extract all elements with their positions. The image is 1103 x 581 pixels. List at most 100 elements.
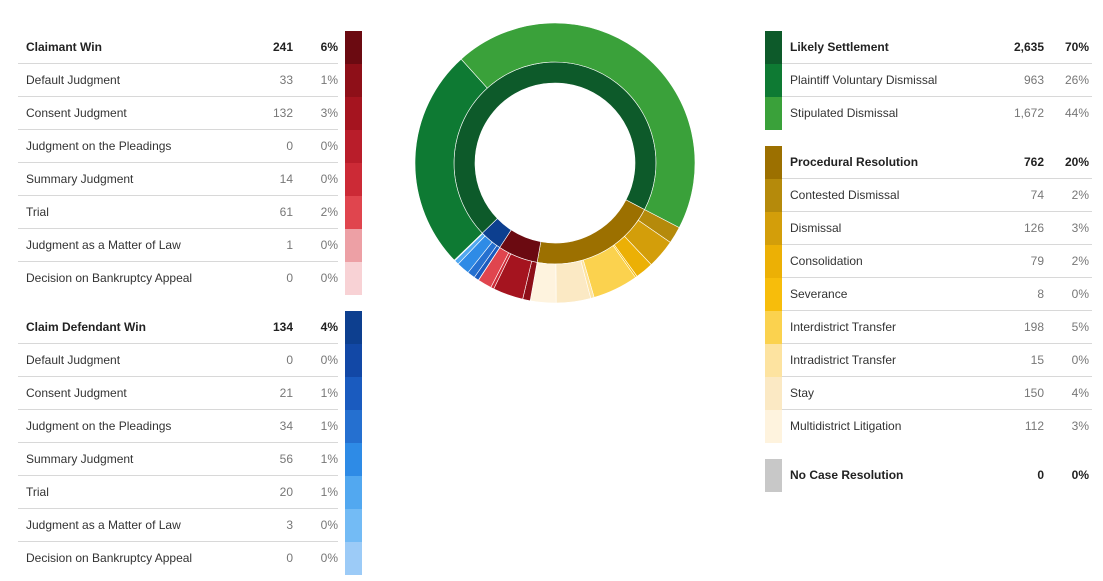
table-row[interactable]: Summary Judgment 14 0% xyxy=(18,163,363,196)
row-percent: 2% xyxy=(320,205,338,219)
row-swatch xyxy=(765,97,782,130)
row-swatch xyxy=(345,229,362,262)
table-row[interactable]: Severance 8 0% xyxy=(765,278,1095,311)
table-row[interactable]: Stay 150 4% xyxy=(765,377,1095,410)
row-swatch xyxy=(345,410,362,443)
row-percent: 44% xyxy=(1064,106,1089,120)
row-swatch xyxy=(765,410,782,443)
table-row[interactable]: Judgment on the Pleadings 0 0% xyxy=(18,130,363,163)
row-swatch xyxy=(765,377,782,410)
group-label: Claim Defendant Win xyxy=(26,320,146,334)
table-row[interactable]: Plaintiff Voluntary Dismissal 963 26% xyxy=(765,64,1095,97)
table-row[interactable]: Multidistrict Litigation 112 3% xyxy=(765,410,1095,443)
claimant-win-table: Claimant Win 241 6% Default Judgment 33 … xyxy=(18,31,363,295)
row-label: Dismissal xyxy=(790,221,842,235)
row-label: Trial xyxy=(26,485,49,499)
row-count: 61 xyxy=(279,205,293,219)
group-header-claim-defendant-win[interactable]: Claim Defendant Win 134 4% xyxy=(18,311,363,344)
table-row[interactable]: Consent Judgment 21 1% xyxy=(18,377,363,410)
row-percent: 4% xyxy=(1071,386,1089,400)
group-percent: 70% xyxy=(1064,40,1089,54)
table-row[interactable]: Default Judgment 33 1% xyxy=(18,64,363,97)
group-label: Claimant Win xyxy=(26,40,102,54)
table-row[interactable]: Judgment as a Matter of Law 3 0% xyxy=(18,509,363,542)
row-count: 0 xyxy=(286,353,293,367)
row-label: Judgment on the Pleadings xyxy=(26,139,172,153)
group-count: 241 xyxy=(272,40,293,54)
row-percent: 0% xyxy=(320,518,338,532)
row-percent: 0% xyxy=(320,551,338,565)
group-count: 762 xyxy=(1023,155,1044,169)
row-label: Summary Judgment xyxy=(26,452,134,466)
row-percent: 0% xyxy=(320,172,338,186)
table-row[interactable]: Judgment as a Matter of Law 1 0% xyxy=(18,229,363,262)
row-count: 74 xyxy=(1030,188,1044,202)
row-swatch xyxy=(345,163,362,196)
row-label: Default Judgment xyxy=(26,353,121,367)
row-label: Intradistrict Transfer xyxy=(790,353,897,367)
row-count: 33 xyxy=(279,73,293,87)
row-swatch xyxy=(765,179,782,212)
row-count: 79 xyxy=(1030,254,1044,268)
group-header-procedural-resolution[interactable]: Procedural Resolution 762 20% xyxy=(765,146,1095,179)
no-case-resolution-table: No Case Resolution 0 0% xyxy=(765,459,1095,492)
outer-segment-plaintiff-voluntary-dismissal[interactable] xyxy=(414,58,488,261)
row-count: 112 xyxy=(1024,419,1044,433)
row-label: Judgment as a Matter of Law xyxy=(26,518,181,532)
group-header-likely-settlement[interactable]: Likely Settlement 2,635 70% xyxy=(765,31,1095,64)
group-label: Likely Settlement xyxy=(790,40,889,54)
row-percent: 3% xyxy=(1071,221,1089,235)
group-count: 0 xyxy=(1037,468,1044,482)
table-row[interactable]: Trial 20 1% xyxy=(18,476,363,509)
row-label: Plaintiff Voluntary Dismissal xyxy=(790,73,938,87)
row-label: Decision on Bankruptcy Appeal xyxy=(26,551,193,565)
row-percent: 1% xyxy=(320,485,338,499)
row-label: Consent Judgment xyxy=(26,386,127,400)
row-percent: 0% xyxy=(320,271,338,285)
group-percent: 4% xyxy=(320,320,338,334)
table-row[interactable]: Stipulated Dismissal 1,672 44% xyxy=(765,97,1095,130)
group-percent: 20% xyxy=(1064,155,1089,169)
table-row[interactable]: Consent Judgment 132 3% xyxy=(18,97,363,130)
outer-segment-judgment-as-a-matter-of-law[interactable] xyxy=(453,232,484,262)
group-count: 134 xyxy=(272,320,293,334)
row-label: Stipulated Dismissal xyxy=(790,106,899,120)
row-count: 14 xyxy=(279,172,293,186)
table-row[interactable]: Consolidation 79 2% xyxy=(765,245,1095,278)
row-swatch xyxy=(765,311,782,344)
claim-defendant-win-table: Claim Defendant Win 134 4% Default Judgm… xyxy=(18,311,363,575)
row-swatch xyxy=(345,64,362,97)
group-header-no-case-resolution[interactable]: No Case Resolution 0 0% xyxy=(765,459,1095,492)
table-row[interactable]: Interdistrict Transfer 198 5% xyxy=(765,311,1095,344)
table-row[interactable]: Dismissal 126 3% xyxy=(765,212,1095,245)
outer-segment-stipulated-dismissal[interactable] xyxy=(460,22,696,229)
row-swatch xyxy=(345,377,362,410)
row-label: Interdistrict Transfer xyxy=(790,320,897,334)
likely-settlement-table: Likely Settlement 2,635 70% Plaintiff Vo… xyxy=(765,31,1095,130)
table-row[interactable]: Trial 61 2% xyxy=(18,196,363,229)
group-swatch xyxy=(765,459,782,492)
row-swatch xyxy=(765,344,782,377)
row-percent: 0% xyxy=(320,139,338,153)
row-percent: 3% xyxy=(320,106,338,120)
row-label: Stay xyxy=(790,386,815,400)
row-count: 0 xyxy=(286,139,293,153)
row-count: 21 xyxy=(279,386,293,400)
table-row[interactable]: Summary Judgment 56 1% xyxy=(18,443,363,476)
row-count: 3 xyxy=(286,518,293,532)
row-count: 15 xyxy=(1030,353,1044,367)
table-row[interactable]: Decision on Bankruptcy Appeal 0 0% xyxy=(18,542,363,575)
table-row[interactable]: Intradistrict Transfer 15 0% xyxy=(765,344,1095,377)
row-swatch xyxy=(765,212,782,245)
row-label: Trial xyxy=(26,205,49,219)
group-label: No Case Resolution xyxy=(790,468,904,482)
table-row[interactable]: Contested Dismissal 74 2% xyxy=(765,179,1095,212)
row-swatch xyxy=(345,130,362,163)
table-row[interactable]: Judgment on the Pleadings 34 1% xyxy=(18,410,363,443)
row-count: 0 xyxy=(286,551,293,565)
row-label: Contested Dismissal xyxy=(790,188,900,202)
group-header-claimant-win[interactable]: Claimant Win 241 6% xyxy=(18,31,363,64)
table-row[interactable]: Default Judgment 0 0% xyxy=(18,344,363,377)
row-label: Judgment as a Matter of Law xyxy=(26,238,181,252)
table-row[interactable]: Decision on Bankruptcy Appeal 0 0% xyxy=(18,262,363,295)
